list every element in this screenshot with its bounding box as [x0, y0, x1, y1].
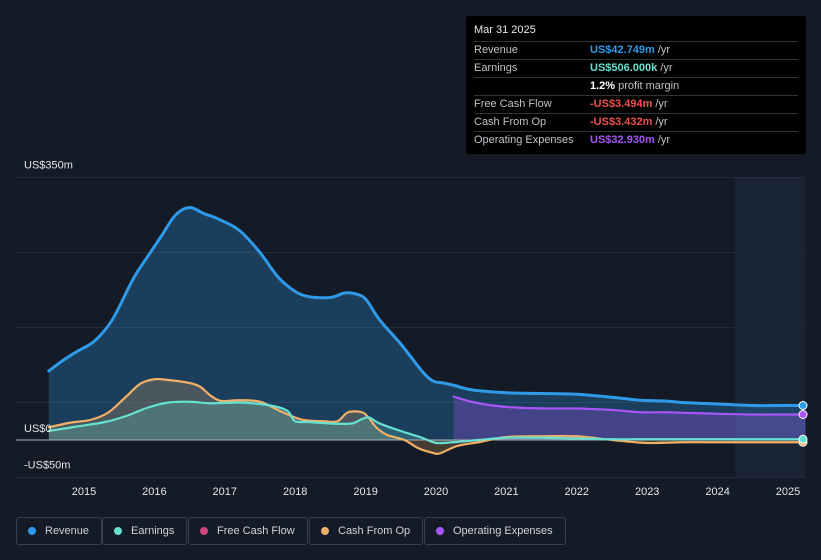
earnings-area — [48, 401, 806, 444]
x-tick-label: 2023 — [635, 486, 659, 498]
revenue-area — [48, 207, 806, 440]
x-tick-label: 2018 — [283, 486, 307, 498]
x-tick-label: 2017 — [213, 486, 237, 498]
x-axis-tick-labels: 2015 2016 2017 2018 2019 2020 2021 2022 2023 2024… — [72, 486, 800, 498]
tooltip-row-profit-margin: 1.2% profit margin — [474, 78, 798, 96]
tooltip-value: US$42.749m — [590, 44, 655, 56]
data-tooltip: Mar 31 2025 Revenue US$42.749m /yr Earni… — [466, 16, 806, 154]
legend-label: Earnings — [131, 525, 175, 537]
tooltip-label: Earnings — [474, 62, 518, 74]
tooltip-value: -US$3.494m — [590, 98, 653, 110]
legend-dot-icon — [436, 527, 444, 535]
tooltip-value: -US$3.432m — [590, 116, 653, 128]
tooltip-date: Mar 31 2025 — [474, 24, 798, 42]
series-lines — [47, 206, 808, 456]
legend-dot-icon — [321, 527, 329, 535]
tooltip-unit: /yr — [660, 62, 673, 74]
tooltip-label: Operating Expenses — [474, 134, 574, 146]
tooltip-unit: /yr — [655, 116, 668, 128]
earnings-end-marker — [798, 434, 808, 444]
tooltip-label: Cash From Op — [474, 116, 547, 128]
legend-label: Operating Expenses — [453, 525, 553, 537]
tooltip-row-earnings: Earnings US$506.000k /yr — [474, 60, 798, 78]
tooltip-row-operating-expenses: Operating Expenses US$32.930m /yr — [474, 132, 798, 149]
tooltip-value: 1.2% — [590, 80, 616, 92]
legend-dot-icon — [28, 527, 36, 535]
legend-label: Revenue — [45, 525, 90, 537]
x-tick-label: 2019 — [353, 486, 377, 498]
tooltip-label — [474, 78, 590, 95]
x-tick-label: 2022 — [565, 486, 589, 498]
legend-label: Cash From Op — [338, 525, 411, 537]
x-tick-label: 2015 — [72, 486, 96, 498]
tooltip-row-free-cash-flow: Free Cash Flow -US$3.494m /yr — [474, 96, 798, 114]
tooltip-unit: /yr — [657, 44, 671, 56]
legend-dot-icon — [114, 527, 122, 535]
tooltip-value: US$32.930m — [590, 134, 655, 146]
earnings-line — [47, 400, 807, 445]
y-tick-label-zero: US$0 — [24, 423, 52, 435]
tooltip-unit: profit margin — [618, 80, 680, 92]
x-tick-label: 2025 — [776, 486, 800, 498]
legend-item-revenue[interactable]: Revenue — [16, 517, 103, 545]
y-tick-label-top: US$350m — [24, 160, 73, 172]
tooltip-unit: /yr — [655, 98, 668, 110]
operating-expenses-area — [453, 396, 806, 440]
operating-expenses-line — [452, 395, 807, 416]
tooltip-value: US$506.000k — [590, 62, 658, 74]
legend-item-operating-expenses[interactable]: Operating Expenses — [424, 517, 566, 545]
revenue-end-marker — [798, 401, 808, 410]
x-tick-label: 2016 — [142, 486, 166, 498]
legend-label: Free Cash Flow — [217, 525, 295, 537]
legend-item-free-cash-flow[interactable]: Free Cash Flow — [188, 517, 308, 545]
series-end-markers — [798, 401, 808, 447]
tooltip-label: Revenue — [474, 44, 519, 56]
tooltip-label: Free Cash Flow — [474, 98, 552, 110]
legend-item-earnings[interactable]: Earnings — [102, 517, 188, 545]
tooltip-row-cash-from-op: Cash From Op -US$3.432m /yr — [474, 114, 798, 132]
revenue-line — [47, 206, 808, 408]
tooltip-unit: /yr — [657, 134, 671, 146]
tooltip-row-revenue: Revenue US$42.749m /yr — [474, 42, 798, 60]
cash-from-op-area — [48, 379, 806, 454]
operating-expenses-end-marker — [798, 410, 808, 419]
forecast-highlight-region — [735, 178, 805, 478]
series-areas — [48, 207, 806, 454]
x-tick-label: 2021 — [494, 486, 518, 498]
y-tick-label-bottom: -US$50m — [24, 460, 70, 472]
legend-item-cash-from-op[interactable]: Cash From Op — [309, 517, 424, 545]
x-tick-label: 2024 — [705, 486, 729, 498]
legend-dot-icon — [200, 527, 208, 535]
x-tick-label: 2020 — [424, 486, 448, 498]
